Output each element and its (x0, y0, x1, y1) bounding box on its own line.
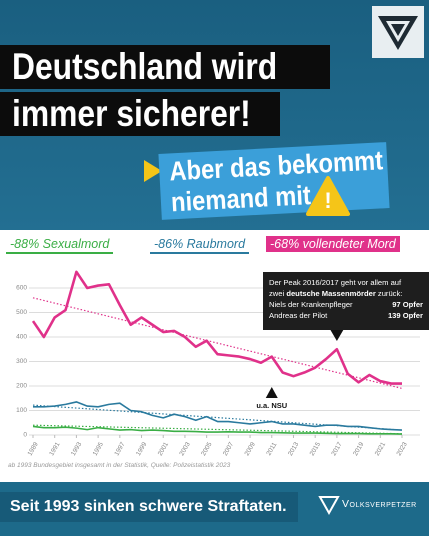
x-tick-label: 2009 (244, 441, 257, 457)
trend-line (32, 297, 403, 390)
x-tick-label: 2021 (374, 441, 387, 457)
x-tick-label: 1993 (70, 441, 83, 457)
x-tick-label: 1999 (135, 441, 148, 457)
info-text: zwei deutsche Massenmörder zurück: (269, 288, 423, 299)
x-tick-label: 1991 (48, 441, 61, 457)
annotation-marker (329, 329, 344, 341)
brand: Volksverpetzer (342, 498, 417, 510)
annotation-marker (265, 387, 278, 398)
y-tick-label: 0 (23, 432, 27, 439)
info-text: Der Peak 2016/2017 geht vor allem auf (269, 278, 402, 287)
info-count: 139 Opfer (387, 311, 423, 320)
headline-box: Deutschland wird (0, 45, 330, 89)
info-count: 97 Opfer (392, 300, 423, 309)
slogan: Seit 1993 sinken schwere Straftaten. (0, 492, 298, 522)
series-line (31, 270, 402, 385)
headline: immer sicherer! (12, 93, 251, 134)
y-tick-label: 400 (16, 334, 27, 341)
info-emphasis: deutsche Massenmörder (286, 289, 376, 298)
series-line (33, 401, 403, 431)
legend-entry: -68% vollendeter Mord (266, 236, 400, 252)
info-row: Niels der Krankenpfleger 97 Opfer (269, 299, 423, 310)
y-tick-label: 500 (16, 309, 27, 316)
headline: Deutschland wird (12, 46, 278, 87)
logo (372, 6, 424, 58)
x-tick-label: 1997 (113, 441, 126, 457)
legend-entry: -86% Raubmord (150, 236, 250, 254)
info-box: Der Peak 2016/2017 geht vor allem auf zw… (263, 272, 429, 330)
x-tick-label: 2017 (330, 441, 343, 457)
chart: 0 100 200 300 400 500 600 1989 1991 1993 1995 1997 1… (16, 270, 420, 457)
x-tick-label: 1995 (92, 441, 105, 457)
info-text: zurück: (375, 289, 403, 298)
source-note: ab 1993 Bundesgebiet insgesamt in der St… (8, 462, 231, 469)
annotation-label: u.a. NSU (256, 401, 287, 410)
legend-entry: -88% Sexualmord (6, 236, 114, 254)
warning-icon: ! (306, 176, 350, 216)
info-name: Niels der Krankenpfleger (269, 300, 353, 309)
x-tick-label: 2013 (287, 441, 300, 457)
info-name: Andreas der Pilot (269, 311, 328, 320)
x-tick-label: 1989 (27, 441, 40, 457)
x-tick-label: 2001 (157, 441, 170, 457)
y-tick-label: 600 (16, 285, 27, 292)
info-text: zwei (269, 289, 287, 298)
x-tick-label: 2003 (178, 441, 191, 457)
x-tick-label: 2019 (352, 441, 365, 457)
y-tick-label: 200 (16, 383, 27, 390)
y-tick-label: 100 (16, 407, 27, 414)
y-tick-label: 300 (16, 358, 27, 365)
info-row: Andreas der Pilot 139 Opfer (269, 310, 423, 321)
x-tick-label: 2023 (396, 441, 409, 457)
x-tick-label: 2015 (309, 441, 322, 457)
x-tick-label: 2011 (265, 441, 278, 457)
x-tick-label: 2007 (222, 441, 235, 457)
arrow-icon (144, 160, 162, 182)
brand-logo (318, 496, 340, 516)
x-tick-label: 2005 (200, 441, 213, 457)
series-line (32, 425, 403, 435)
warning-mark: ! (324, 188, 331, 213)
headline-box: immer sicherer! (0, 92, 280, 136)
